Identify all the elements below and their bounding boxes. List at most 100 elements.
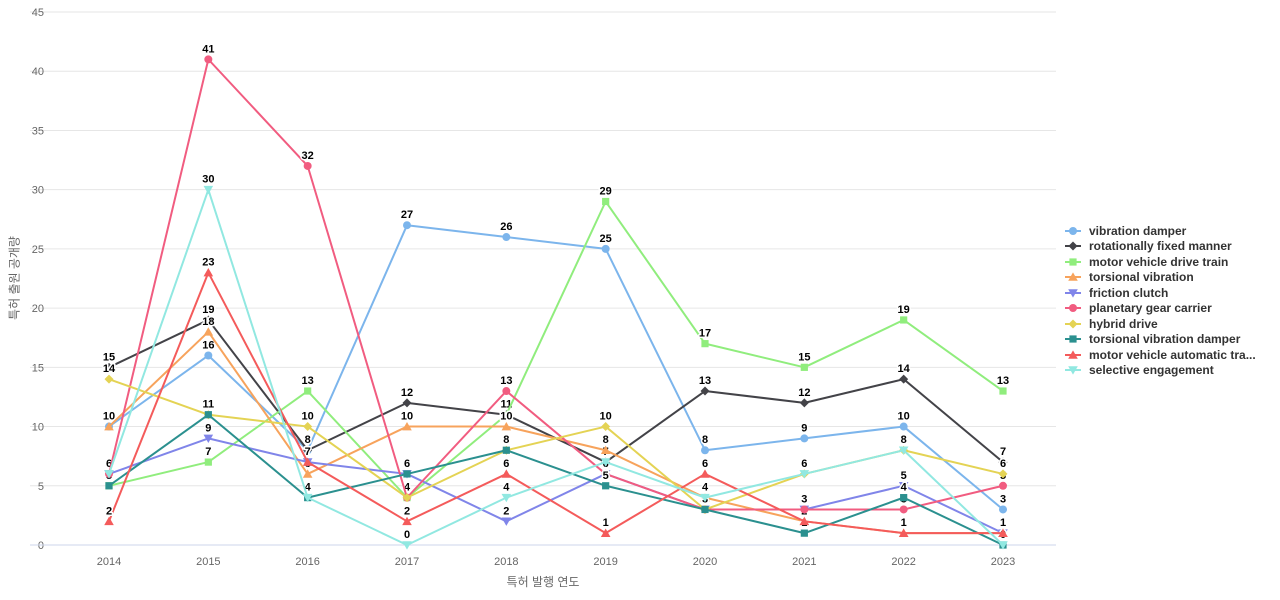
data-label-vibration-damper: 25: [600, 233, 612, 245]
y-tick-label: 5: [38, 481, 44, 493]
data-point-torsional-vibration: [203, 327, 214, 336]
x-axis-title: 특허 발행 연도: [506, 575, 580, 589]
legend-marker-triangle-down-icon: [1065, 366, 1081, 375]
data-point-motor-vehicle-automatic-tra: [898, 528, 909, 537]
data-point-vibration-damper: [999, 505, 1007, 514]
data-point-torsional-vibration: [302, 469, 313, 478]
data-label-motor-vehicle-automatic-tra: 23: [202, 257, 214, 269]
data-label-motor-vehicle-drive-train: 7: [205, 446, 211, 458]
legend-item-selective-engagement[interactable]: selective engagement: [1064, 363, 1256, 379]
data-point-planetary-gear-carrier: [899, 505, 908, 514]
data-point-motor-vehicle-drive-train: [502, 411, 510, 419]
y-tick-label: 35: [32, 125, 44, 137]
data-point-rotationally-fixed-manner: [799, 398, 809, 408]
data-label-rotationally-fixed-manner: 7: [1000, 446, 1006, 458]
y-tick-label: 45: [32, 7, 44, 19]
series-line-rotationally-fixed-manner: [108, 318, 1004, 464]
data-point-planetary-gear-carrier: [601, 469, 610, 478]
legend-marker-triangle-icon: [1065, 272, 1081, 282]
data-point-motor-vehicle-automatic-tra: [104, 516, 114, 526]
data-point-vibration-damper: [204, 351, 213, 360]
data-point-planetary-gear-carrier: [999, 481, 1007, 490]
x-tick-label: 2022: [891, 556, 915, 568]
data-point-torsional-vibration-damper: [403, 470, 411, 478]
y-tick-label: 15: [32, 362, 44, 374]
data-point-friction-clutch: [203, 434, 214, 443]
data-point-vibration-damper: [701, 446, 709, 455]
legend-label: rotationally fixed manner: [1089, 239, 1232, 254]
data-point-torsional-vibration-damper: [800, 529, 808, 537]
legend-item-torsional-vibration[interactable]: torsional vibration: [1064, 270, 1256, 286]
data-label-selective-engagement: 4: [503, 482, 510, 494]
data-point-rotationally-fixed-manner: [700, 386, 710, 396]
legend-marker-circle-icon: [1065, 226, 1081, 235]
legend-label: motor vehicle drive train: [1089, 254, 1229, 269]
data-point-motor-vehicle-drive-train: [602, 197, 610, 206]
legend-marker-diamond-icon: [1065, 319, 1081, 329]
data-label-motor-vehicle-automatic-tra: 6: [702, 458, 708, 470]
data-label-hybrid-drive: 10: [302, 411, 314, 423]
data-point-vibration-damper: [502, 233, 511, 242]
legend-label: torsional vibration damper: [1089, 332, 1241, 347]
y-tick-label: 40: [32, 66, 44, 78]
legend-item-rotationally-fixed-manner[interactable]: rotationally fixed manner: [1064, 239, 1256, 255]
legend-item-vibration-damper[interactable]: vibration damper: [1064, 223, 1256, 239]
data-label-vibration-damper: 8: [702, 434, 708, 446]
legend-item-friction-clutch[interactable]: friction clutch: [1064, 285, 1256, 301]
data-label-torsional-vibration-damper: 5: [603, 470, 609, 482]
data-point-rotationally-fixed-manner: [303, 445, 313, 455]
legend-item-hybrid-drive[interactable]: hybrid drive: [1064, 316, 1256, 332]
data-point-selective-engagement: [104, 470, 114, 479]
data-label-vibration-damper: 10: [103, 411, 115, 423]
data-point-planetary-gear-carrier: [303, 161, 312, 170]
data-point-planetary-gear-carrier: [204, 55, 213, 64]
data-label-motor-vehicle-drive-train: 15: [798, 351, 810, 363]
data-point-torsional-vibration-damper: [502, 446, 510, 454]
data-label-hybrid-drive: 8: [901, 434, 907, 446]
data-point-motor-vehicle-automatic-tra: [203, 267, 214, 277]
data-point-motor-vehicle-automatic-tra: [302, 457, 313, 466]
legend-item-planetary-gear-carrier[interactable]: planetary gear carrier: [1064, 301, 1256, 317]
data-point-friction-clutch: [898, 481, 909, 491]
data-label-motor-vehicle-drive-train: 19: [898, 304, 910, 316]
data-label-vibration-damper: 9: [801, 422, 807, 434]
data-point-motor-vehicle-drive-train: [304, 387, 312, 395]
data-label-rotationally-fixed-manner: 12: [798, 387, 810, 399]
data-label-torsional-vibration-damper: 4: [901, 482, 908, 494]
data-label-torsional-vibration: 4: [702, 482, 709, 494]
legend-label: motor vehicle automatic tra...: [1089, 347, 1256, 362]
data-point-torsional-vibration: [104, 421, 114, 431]
data-label-hybrid-drive: 14: [103, 363, 116, 375]
data-point-vibration-damper: [601, 244, 610, 253]
data-point-rotationally-fixed-manner: [104, 362, 114, 372]
data-point-torsional-vibration-damper: [701, 505, 709, 514]
data-label-torsional-vibration: 18: [202, 316, 214, 328]
data-label-vibration-damper: 8: [305, 434, 311, 446]
data-point-torsional-vibration-damper: [204, 411, 212, 419]
legend-item-motor-vehicle-drive-train[interactable]: motor vehicle drive train: [1064, 254, 1256, 270]
legend-marker-square-icon: [1065, 258, 1081, 266]
data-point-selective-engagement: [600, 458, 611, 467]
legend-item-motor-vehicle-automatic-tra[interactable]: motor vehicle automatic tra...: [1064, 347, 1256, 363]
data-label-rotationally-fixed-manner: 15: [103, 351, 115, 363]
data-point-torsional-vibration-damper: [602, 482, 610, 490]
data-label-rotationally-fixed-manner: 12: [401, 387, 413, 399]
series-line-torsional-vibration-damper: [108, 413, 1004, 546]
data-point-torsional-vibration-damper: [900, 494, 908, 502]
legend-item-torsional-vibration-damper[interactable]: torsional vibration damper: [1064, 332, 1256, 348]
data-point-torsional-vibration-damper: [105, 482, 113, 490]
data-point-motor-vehicle-drive-train: [800, 363, 808, 371]
data-label-torsional-vibration: 10: [401, 411, 413, 423]
legend-marker-circle-icon: [1065, 304, 1081, 313]
data-label-vibration-damper: 10: [898, 411, 910, 423]
data-point-motor-vehicle-drive-train: [999, 387, 1007, 395]
data-point-selective-engagement: [700, 493, 710, 503]
data-label-friction-clutch: 3: [801, 493, 807, 505]
data-label-rotationally-fixed-manner: 19: [202, 304, 214, 316]
data-label-hybrid-drive: 8: [503, 434, 509, 446]
data-point-motor-vehicle-automatic-tra: [402, 516, 412, 526]
data-label-vibration-damper: 16: [202, 339, 214, 351]
data-label-friction-clutch: 2: [503, 505, 509, 517]
data-point-vibration-damper: [403, 221, 411, 230]
